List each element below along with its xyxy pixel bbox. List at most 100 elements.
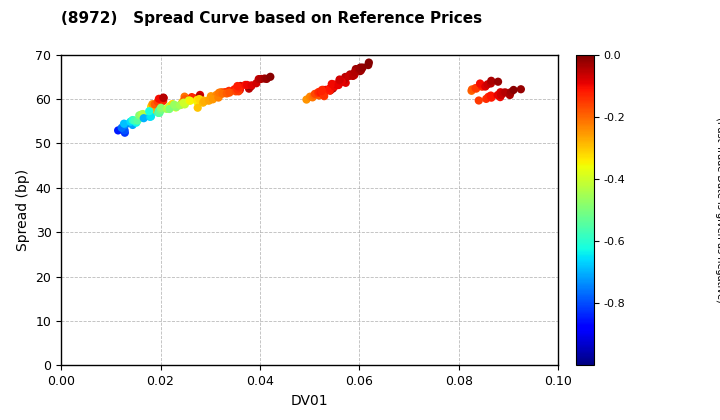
Point	[170, 104, 181, 111]
Point	[315, 89, 326, 96]
Point	[492, 79, 504, 85]
Point	[179, 101, 190, 108]
Point	[156, 107, 167, 113]
Point	[485, 94, 497, 101]
Point	[316, 87, 328, 93]
Point	[119, 129, 130, 136]
Point	[176, 99, 188, 105]
Point	[179, 97, 190, 103]
Point	[171, 104, 182, 110]
Point	[485, 92, 497, 99]
Point	[492, 92, 503, 98]
Point	[480, 95, 492, 102]
Point	[232, 83, 243, 89]
Point	[145, 113, 157, 120]
Point	[328, 81, 339, 88]
Point	[495, 92, 507, 99]
Point	[119, 127, 130, 134]
Point	[309, 90, 320, 97]
Point	[183, 97, 194, 104]
Point	[473, 97, 485, 104]
Point	[199, 98, 210, 105]
Point	[153, 95, 165, 102]
Point	[120, 121, 131, 128]
Point	[476, 82, 487, 89]
Point	[334, 76, 346, 83]
Point	[151, 105, 163, 112]
Point	[234, 87, 246, 93]
Point	[330, 81, 342, 88]
Point	[261, 76, 272, 82]
X-axis label: DV01: DV01	[291, 394, 328, 408]
Point	[125, 118, 136, 125]
Point	[192, 99, 203, 105]
Point	[194, 93, 205, 100]
Point	[246, 82, 257, 89]
Point	[505, 89, 517, 95]
Point	[129, 117, 140, 124]
Point	[179, 93, 190, 100]
Point	[147, 101, 158, 108]
Point	[127, 117, 138, 123]
Point	[179, 101, 191, 108]
Point	[152, 99, 163, 105]
Point	[145, 106, 157, 113]
Y-axis label: Spread (bp): Spread (bp)	[16, 169, 30, 251]
Point	[354, 64, 366, 71]
Point	[301, 96, 312, 103]
Point	[318, 87, 329, 93]
Point	[145, 106, 157, 113]
Point	[198, 97, 210, 104]
Point	[204, 97, 215, 104]
Point	[194, 96, 205, 102]
Point	[264, 74, 276, 80]
Point	[130, 119, 142, 126]
Point	[340, 79, 351, 86]
Point	[158, 95, 169, 102]
Point	[164, 103, 176, 110]
Point	[145, 103, 157, 110]
Point	[500, 89, 511, 96]
Point	[324, 87, 336, 94]
Point	[346, 72, 357, 79]
Point	[313, 92, 325, 99]
Point	[353, 66, 364, 73]
Point	[166, 101, 178, 108]
Point	[312, 89, 324, 96]
Point	[158, 94, 169, 101]
Point	[333, 81, 344, 88]
Point	[153, 107, 165, 114]
Point	[221, 90, 233, 97]
Point	[192, 105, 204, 111]
Point	[313, 89, 325, 95]
Point	[240, 81, 251, 88]
Point	[243, 83, 255, 89]
Point	[485, 77, 497, 84]
Point	[354, 65, 366, 72]
Point	[334, 77, 346, 84]
Point	[233, 85, 244, 92]
Point	[138, 115, 150, 121]
Point	[207, 96, 219, 102]
Point	[246, 83, 257, 90]
Point	[338, 76, 350, 83]
Point	[116, 124, 127, 131]
Point	[176, 101, 187, 108]
Point	[234, 84, 246, 91]
Point	[118, 120, 130, 127]
Point	[485, 80, 497, 87]
Point	[178, 99, 189, 106]
Point	[508, 87, 519, 93]
Point	[153, 103, 165, 110]
Point	[349, 69, 361, 76]
Point	[205, 93, 217, 100]
Point	[307, 94, 318, 101]
Point	[220, 89, 231, 95]
Point	[308, 92, 320, 99]
Point	[168, 101, 180, 108]
Point	[158, 98, 169, 105]
Point	[477, 83, 488, 90]
Point	[112, 127, 124, 134]
Point	[327, 85, 338, 92]
Point	[223, 87, 235, 94]
